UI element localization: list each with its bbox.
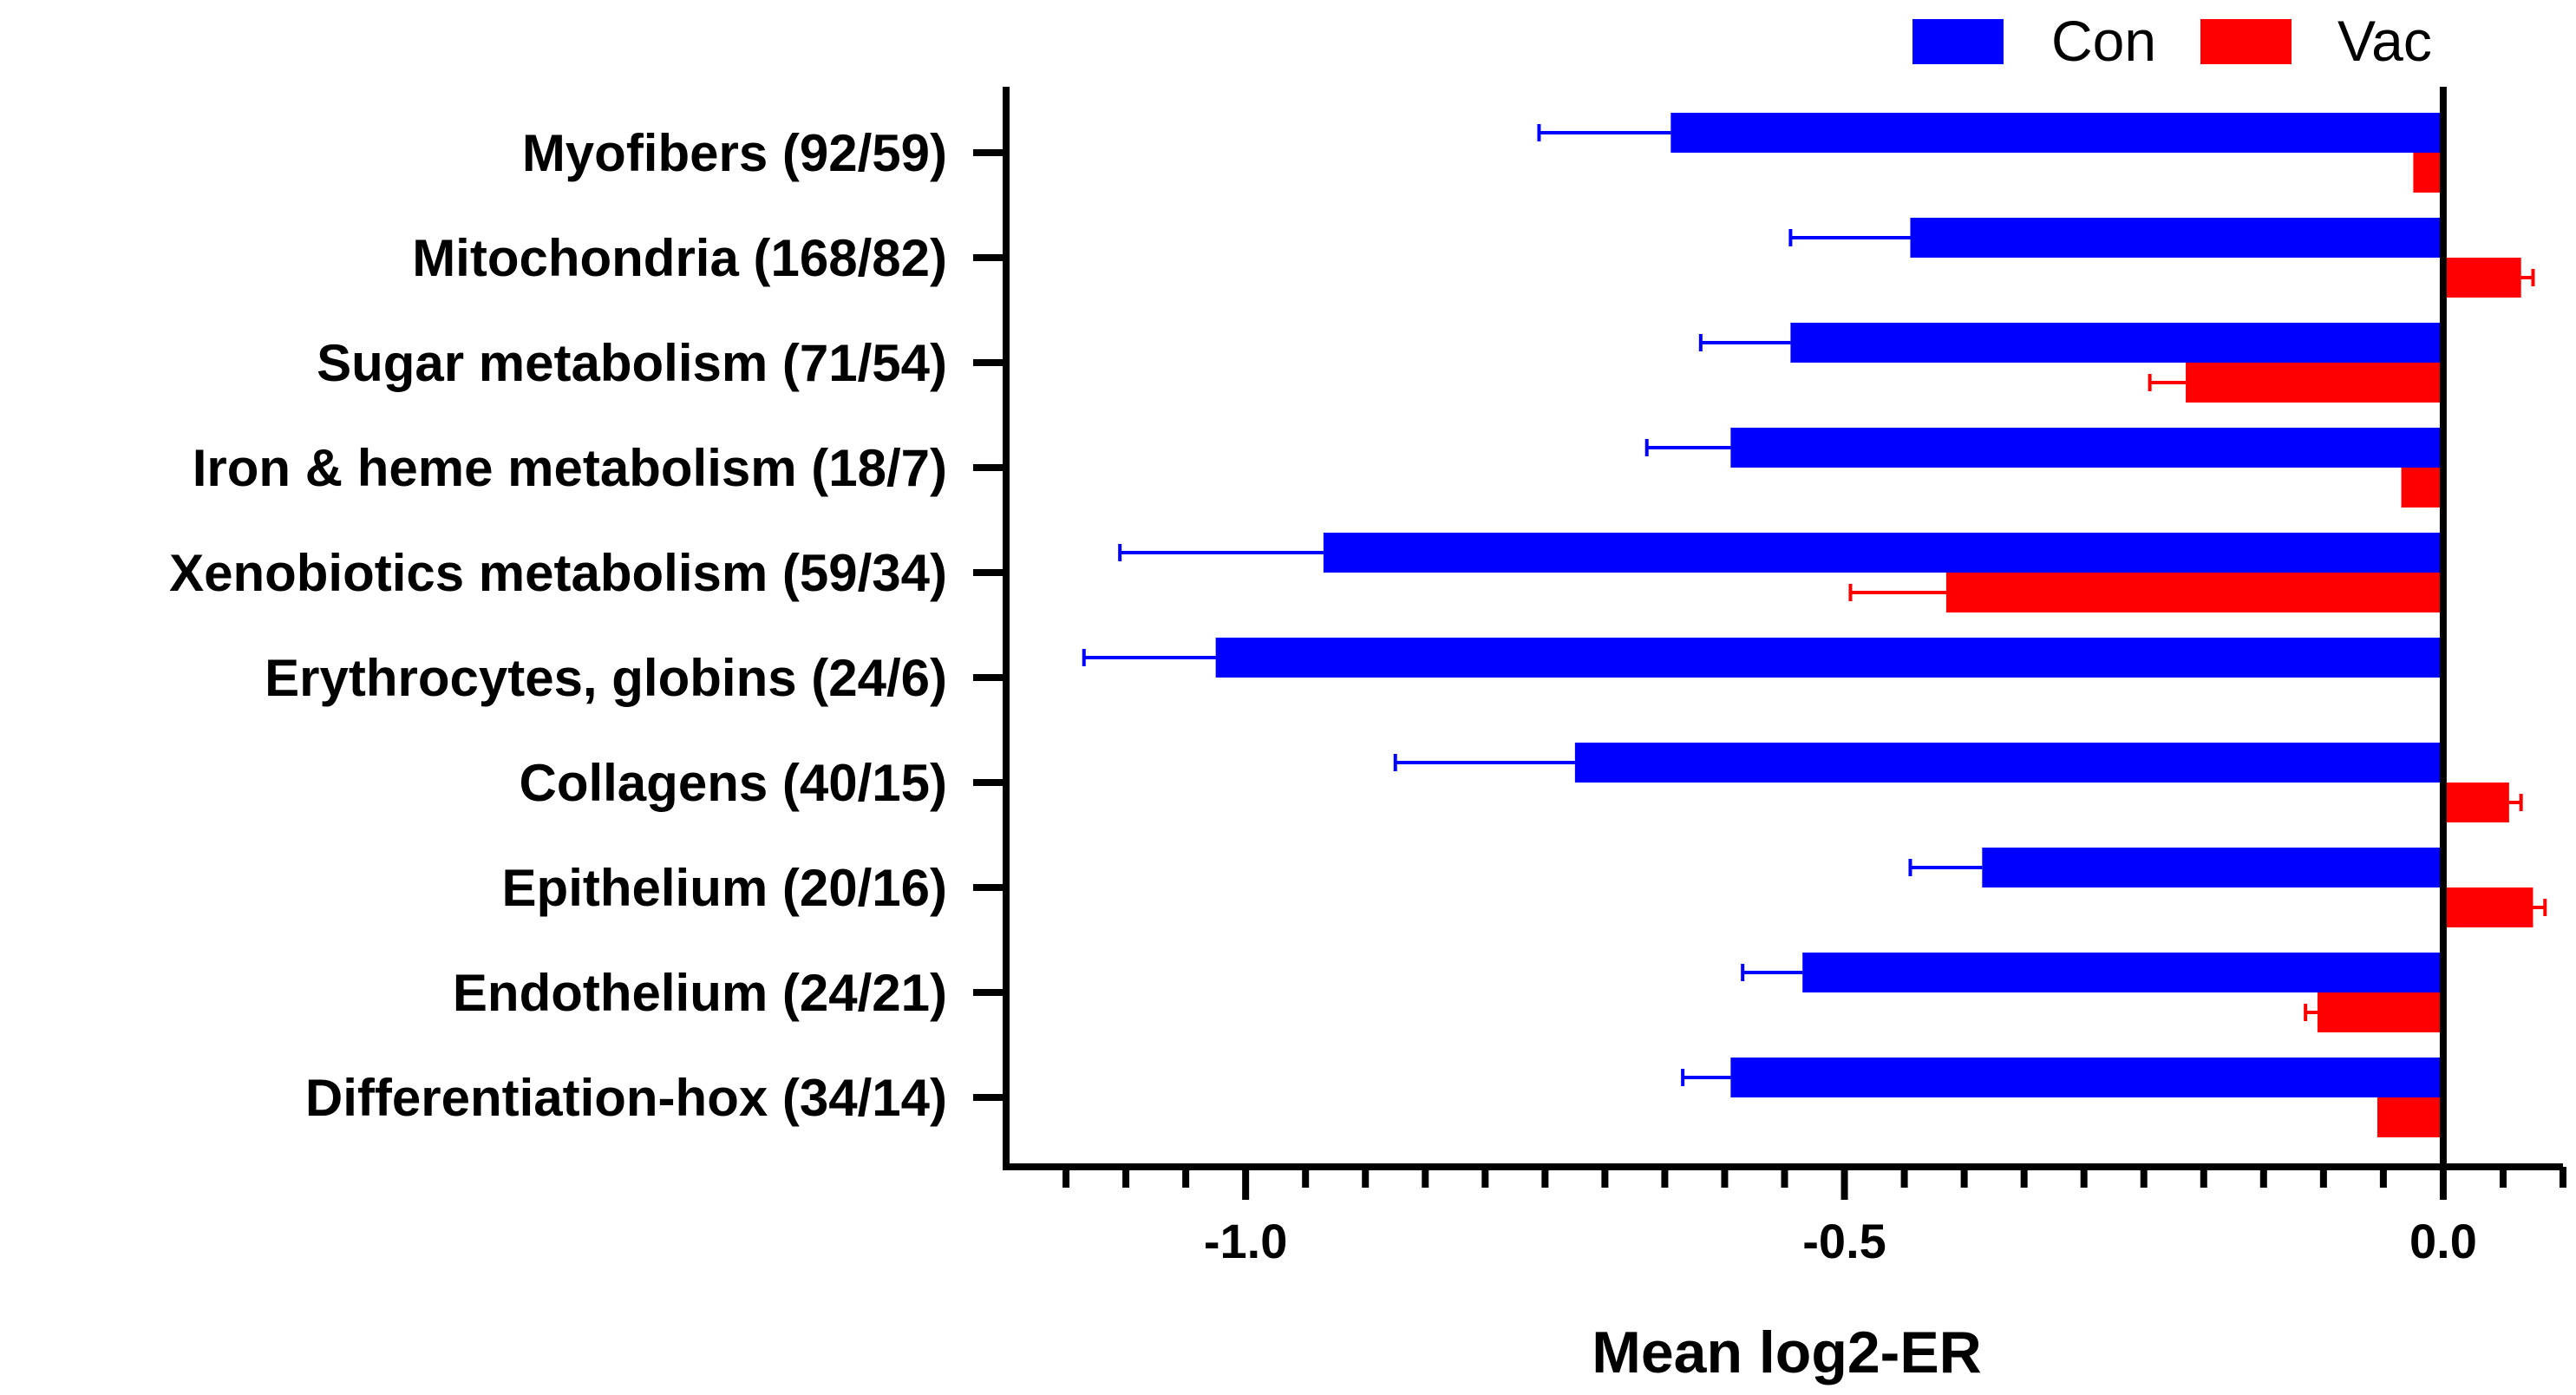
legend: Con Vac — [1912, 9, 2432, 73]
bar-con-0 — [1670, 113, 2443, 153]
bar-vac-4 — [1945, 573, 2443, 612]
legend-label-vac: Vac — [2337, 9, 2432, 73]
category-label-2: Sugar metabolism (71/54) — [317, 334, 947, 392]
bars — [1082, 113, 2547, 1137]
category-label-3: Iron & heme metabolism (18/7) — [193, 439, 947, 497]
bar-vac-1 — [2442, 258, 2521, 298]
bar-vac-3 — [2401, 468, 2443, 508]
bar-con-6 — [1574, 743, 2443, 783]
bar-vac-8 — [2317, 992, 2443, 1032]
category-label-4: Xenobiotics metabolism (59/34) — [169, 544, 947, 602]
bar-vac-6 — [2442, 783, 2509, 822]
bar-con-2 — [1790, 323, 2443, 363]
bar-con-8 — [1802, 953, 2443, 992]
category-label-7: Epithelium (20/16) — [502, 859, 947, 917]
x-tick-label-2: 0.0 — [2409, 1214, 2477, 1268]
bar-con-5 — [1215, 638, 2443, 678]
legend-label-con: Con — [2051, 9, 2156, 73]
category-label-0: Myofibers (92/59) — [522, 124, 947, 182]
category-label-6: Collagens (40/15) — [519, 754, 947, 812]
bar-vac-7 — [2442, 887, 2534, 927]
bar-con-7 — [1982, 848, 2443, 887]
bar-con-9 — [1730, 1058, 2443, 1097]
category-labels: Myofibers (92/59) Mitochondria (168/82) Su… — [169, 124, 947, 1127]
bar-vac-9 — [2377, 1097, 2443, 1137]
bar-con-1 — [1910, 218, 2443, 258]
legend-swatch-vac — [2200, 19, 2292, 64]
bar-con-3 — [1730, 428, 2443, 468]
legend-swatch-con — [1912, 19, 2004, 64]
bar-con-4 — [1323, 533, 2443, 573]
x-tick-label-1: -0.5 — [1802, 1214, 1886, 1268]
category-label-8: Endothelium (24/21) — [453, 964, 947, 1022]
x-axis-title: Mean log2-ER — [1592, 1320, 1982, 1385]
category-label-5: Erythrocytes, globins (24/6) — [265, 649, 947, 707]
category-label-9: Differentiation-hox (34/14) — [305, 1069, 947, 1127]
x-tick-label-0: -1.0 — [1204, 1214, 1288, 1268]
bar-vac-2 — [2186, 363, 2443, 403]
axes: -1.0 -0.5 0.0 — [973, 87, 2566, 1268]
category-label-1: Mitochondria (168/82) — [412, 229, 947, 287]
bar-vac-0 — [2413, 153, 2443, 193]
